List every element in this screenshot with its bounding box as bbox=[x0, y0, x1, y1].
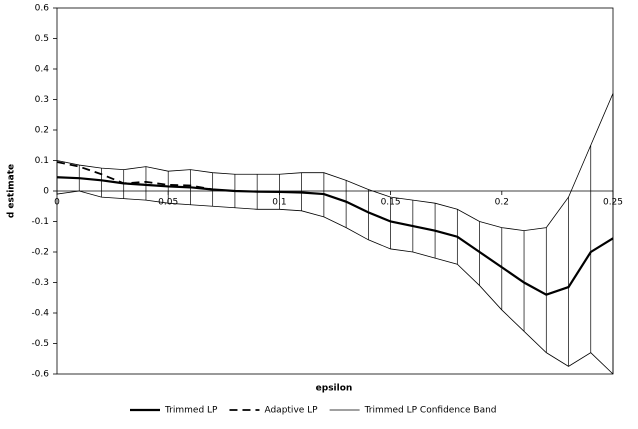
y-tick-label: -0.3 bbox=[31, 278, 49, 288]
y-tick-label: 0.4 bbox=[35, 65, 50, 75]
y-tick-label: -0.4 bbox=[31, 309, 49, 319]
legend-label: Trimmed LP bbox=[164, 406, 218, 416]
y-tick-label: -0.2 bbox=[31, 248, 49, 258]
x-axis-label: epsilon bbox=[316, 384, 353, 394]
series-line bbox=[56, 176, 614, 296]
series-line bbox=[56, 161, 213, 191]
y-tick-label: -0.5 bbox=[31, 339, 49, 349]
y-tick-label: 0.1 bbox=[35, 156, 49, 166]
band-line bbox=[56, 93, 614, 232]
y-tick-label: 0.3 bbox=[35, 95, 49, 105]
x-tick-label: 0 bbox=[54, 198, 60, 208]
legend-label: Trimmed LP Confidence Band bbox=[364, 406, 497, 416]
x-tick-label: 0.2 bbox=[495, 198, 509, 208]
band-line bbox=[56, 190, 614, 375]
y-tick-label: 0.2 bbox=[35, 126, 49, 136]
y-tick-label: -0.1 bbox=[31, 217, 49, 227]
y-tick-label: -0.6 bbox=[31, 370, 49, 380]
y-tick-label: 0.6 bbox=[35, 4, 50, 14]
y-tick-label: 0.5 bbox=[35, 34, 49, 44]
legend-label: Adaptive LP bbox=[264, 406, 318, 416]
y-tick-label: 0 bbox=[43, 187, 49, 197]
y-axis-label: d estimate bbox=[7, 164, 17, 218]
